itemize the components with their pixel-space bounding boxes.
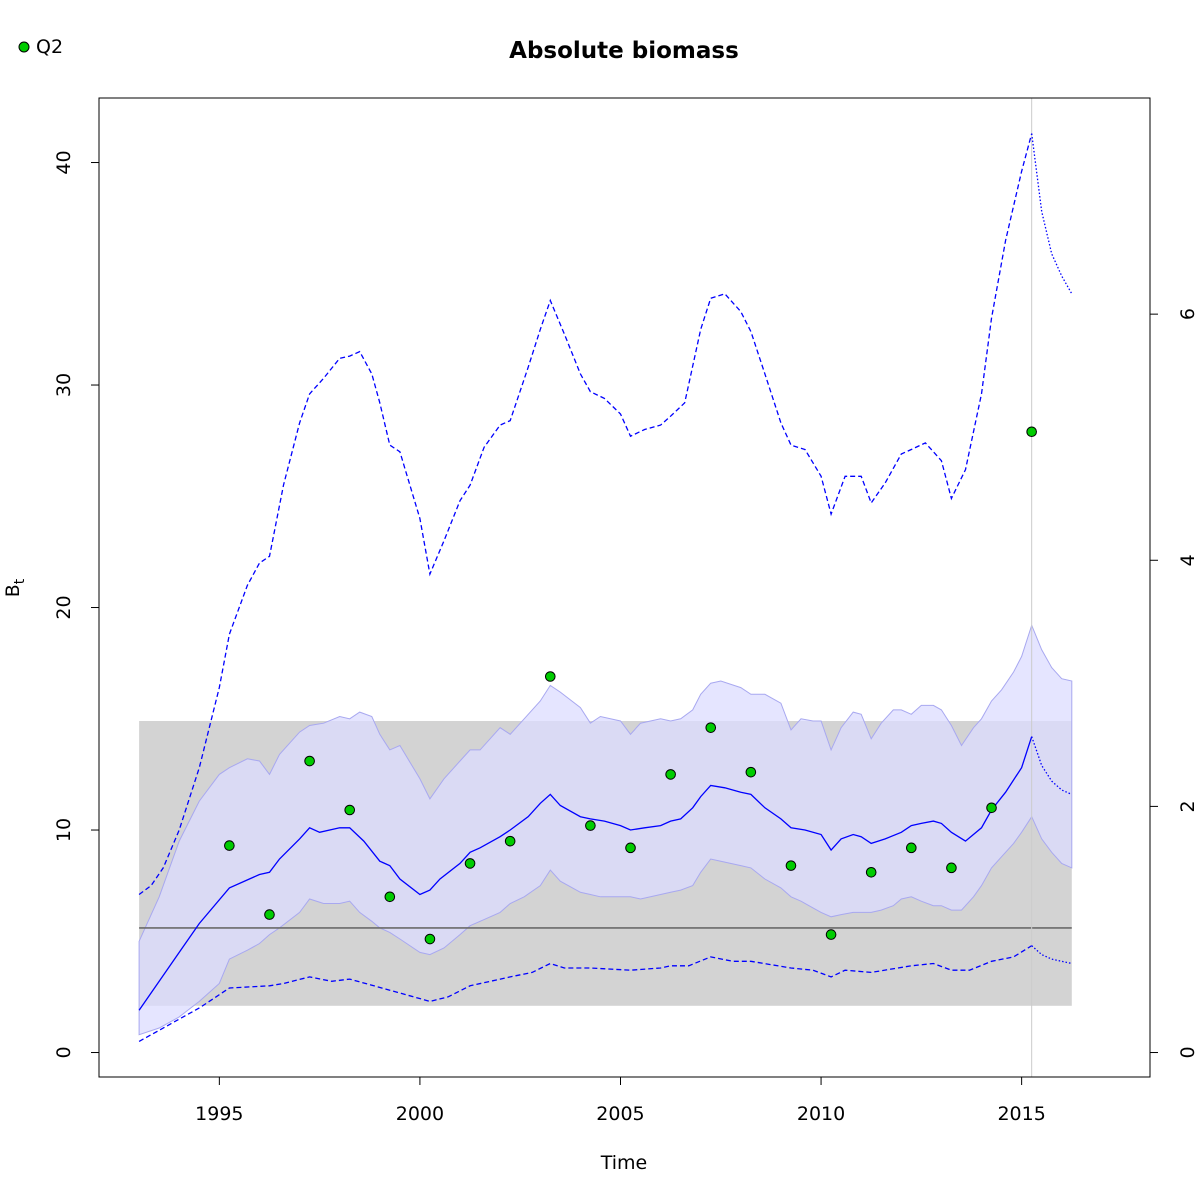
data-point-q2	[906, 842, 917, 854]
legend: Q2	[18, 36, 63, 58]
biomass-line-dashed-3	[138, 133, 1033, 896]
y-axis-label: Bt	[2, 578, 28, 597]
biomass-line-dashed-5	[138, 945, 1033, 1042]
data-point-q2	[304, 755, 315, 767]
y2-tick-label: 0	[1177, 1046, 1199, 1058]
data-point-q2	[424, 933, 436, 945]
biomass-line-dotted-2	[1031, 736, 1073, 795]
data-point-q2	[384, 891, 396, 903]
y-axis-right: 0 2 4 6	[1149, 308, 1199, 1059]
y-tick-label: 40	[53, 150, 75, 174]
data-point-q2	[344, 804, 356, 816]
data-point-q2	[224, 840, 235, 851]
data-point-q2	[865, 867, 877, 878]
x-axis-label: Time	[600, 1152, 648, 1174]
x-axis: 1995 2000 2005 2010 2015	[195, 1076, 1046, 1125]
y-tick-label: 30	[53, 373, 75, 397]
y2-tick-label: 6	[1177, 308, 1199, 320]
data-point-q2	[665, 769, 676, 780]
data-point-q2	[785, 860, 797, 871]
x-tick-label: 2005	[596, 1103, 644, 1125]
y-tick-label: 20	[53, 595, 75, 619]
confidence-band	[138, 623, 1073, 1036]
data-point-q2	[946, 862, 957, 874]
x-tick-label: 1995	[195, 1103, 243, 1125]
y-tick-label: 0	[53, 1046, 75, 1058]
x-tick-label: 2000	[396, 1103, 444, 1125]
q2-points-layer	[224, 426, 1037, 945]
legend-label-q2: Q2	[36, 36, 63, 58]
y-axis-label-main: B	[2, 584, 24, 597]
data-point-q2	[504, 835, 516, 847]
data-point-q2	[745, 766, 757, 778]
legend-marker-q2	[18, 41, 30, 53]
data-point-q2	[705, 722, 717, 733]
y-tick-label: 10	[53, 818, 75, 842]
data-point-q2	[1026, 426, 1037, 438]
x-tick-label: 2010	[797, 1103, 845, 1125]
biomass-line-solid-1	[138, 736, 1033, 1011]
y-axis-label-subscript: t	[12, 578, 28, 584]
data-point-q2	[544, 671, 556, 682]
confidence-band-layer	[138, 623, 1073, 1036]
data-point-q2	[464, 858, 476, 869]
chart-title: Absolute biomass	[509, 38, 739, 64]
data-point-q2	[825, 929, 837, 940]
data-point-q2	[264, 909, 275, 920]
x-tick-label: 2015	[997, 1103, 1045, 1125]
series-lines-layer	[138, 133, 1073, 1042]
y-axis-left: 0 10 20 30 40	[53, 150, 100, 1059]
data-point-q2	[986, 802, 997, 814]
y2-tick-label: 2	[1177, 800, 1199, 812]
y2-tick-label: 4	[1177, 554, 1199, 566]
data-point-q2	[585, 820, 596, 831]
data-point-q2	[625, 842, 636, 854]
